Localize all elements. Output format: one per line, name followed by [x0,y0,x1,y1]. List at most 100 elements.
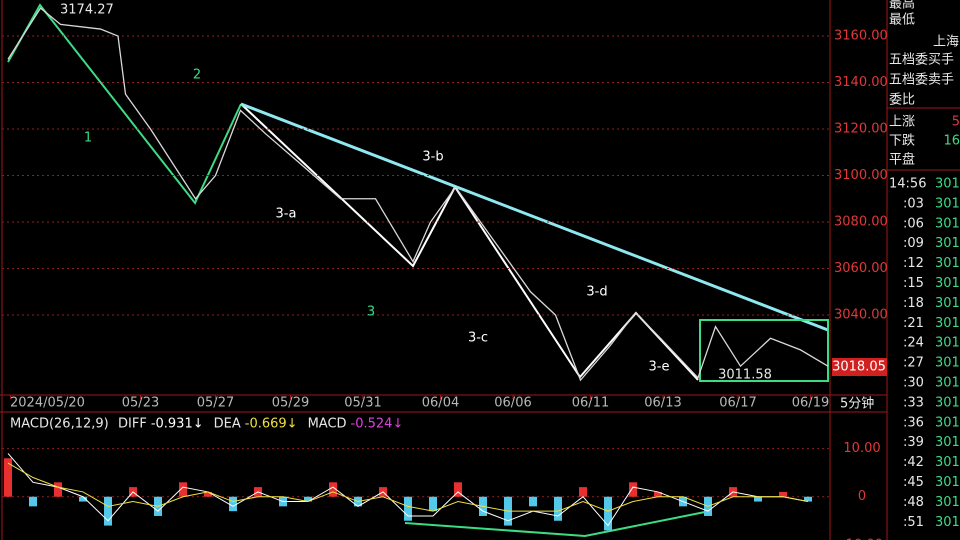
field-label: 最高 [889,0,915,12]
tick-price: 301 [935,495,960,510]
y-tick-label: 10.00 [843,441,880,456]
macd-bar [529,496,537,507]
macd-bar [79,496,87,502]
tick-time: :48 [903,495,924,510]
tick-price: 301 [935,236,960,251]
tick-price: 301 [935,196,960,211]
annotation: 2 [193,68,201,83]
tick-time: :51 [903,515,924,530]
market-name: 上海 [933,35,959,50]
tick-time: :21 [903,316,924,331]
tick-time: :33 [903,395,924,410]
macd-bar [329,482,337,497]
macd-bar [429,496,437,512]
tick-price: 301 [935,395,960,410]
tick-time: :24 [903,336,924,351]
macd-bar [4,458,12,497]
tick-time: :12 [903,256,924,271]
x-tick-label: 06/13 [644,396,681,411]
field-label: 下跌 [889,133,915,149]
macd-bar [604,496,612,531]
tick-time: :09 [903,236,924,251]
tick-time: :30 [903,376,924,391]
divergence-line [404,511,706,538]
field-label: 委比 [889,93,915,108]
tick-price: 301 [935,276,960,291]
field-label: 五档委卖手 [889,73,954,88]
tick-time: :06 [903,216,924,231]
tick-time: :03 [903,196,924,211]
tick-price: 301 [935,435,960,450]
last-price: 3018.05 [832,360,886,375]
annotation: 3-d [586,285,607,300]
annotation: 3-e [649,360,670,375]
x-tick-label: 06/19 [792,396,829,411]
price-line [7,7,829,382]
tick-time: :15 [903,276,924,291]
y-tick-label: -10.00 [841,537,883,540]
macd-bar [779,491,787,497]
field-label: 上涨 [889,115,915,130]
x-tick-label: 06/06 [494,396,531,411]
tick-time: :36 [903,415,924,430]
tick-price: 301 [935,296,960,311]
x-tick-label: 05/27 [197,396,234,411]
indicator-value: -0.669↓ [245,417,298,432]
indicator-name: DEA [214,417,241,432]
y-tick-label: 3120.00 [834,122,888,137]
macd-bar [304,496,312,502]
annotation: 3-c [468,331,488,346]
macd-bar [454,482,462,497]
x-tick-label: 2024/05/20 [10,396,85,411]
x-tick-label: 06/04 [422,396,459,411]
tick-time: :18 [903,296,924,311]
tick-price: 301 [935,455,960,470]
field-value: 16 [943,134,960,149]
indicator-value: -0.931↓ [151,417,204,432]
macd-bar [629,482,637,497]
tick-price: 301 [935,256,960,271]
tick-time: 14:56 [889,177,926,192]
macd-bar [54,482,62,497]
indicator-name: DIFF [118,417,147,432]
field-label: 平盘 [889,152,915,168]
last-price-box [832,358,887,376]
tick-time: :42 [903,455,924,470]
tick-price: 301 [935,515,960,530]
field-label: 最低 [889,13,915,28]
range-box [699,319,829,382]
macd-bar [579,487,587,497]
tick-price: 301 [935,415,960,430]
x-tick-label: 05/29 [272,396,309,411]
y-tick-label: 3100.00 [834,168,888,183]
field-value: 5 [952,115,960,130]
x-tick-label: 06/11 [572,396,609,411]
trend-line [240,102,829,332]
annotation: 3-a [276,207,297,222]
annotation: 3011.58 [718,368,772,383]
macd-bar [554,496,562,521]
macd-bar [104,496,112,526]
indicator-label: MACD(26,12,9) [10,417,109,432]
y-tick-label: 3080.00 [834,215,888,230]
macd-bar [404,496,412,521]
tick-price: 301 [935,336,960,351]
tick-price: 301 [935,475,960,490]
tick-price: 301 [935,216,960,231]
indicator-line [7,462,809,512]
y-tick-label: 3160.00 [834,29,888,44]
macd-bar [179,482,187,497]
indicator-value: -0.524↓ [351,417,404,432]
macd-bar [804,496,812,502]
macd-bar [654,491,662,497]
macd-bar [754,496,762,502]
y-tick-label: 0 [858,489,866,504]
tick-price: 301 [935,316,960,331]
x-tick-label: 05/23 [122,396,159,411]
period-label: 5分钟 [840,396,874,412]
macd-bar [229,496,237,512]
